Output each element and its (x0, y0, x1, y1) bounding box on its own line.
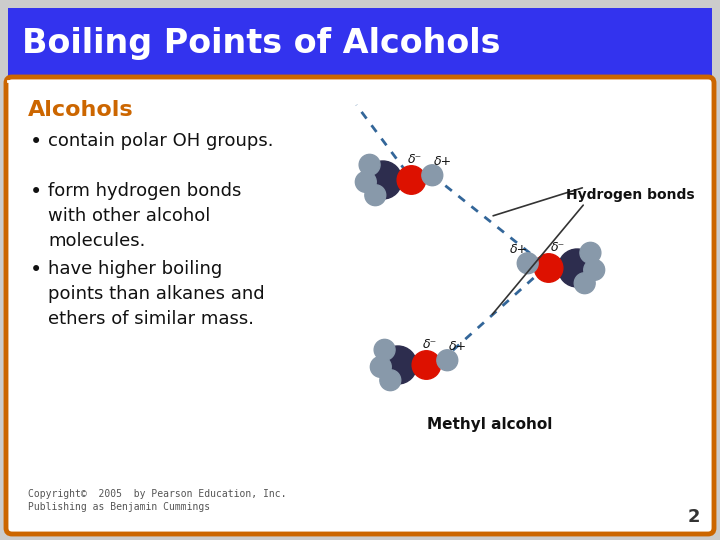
Text: δ⁻: δ⁻ (551, 241, 565, 254)
Circle shape (534, 254, 563, 282)
Text: 2: 2 (688, 508, 700, 526)
Circle shape (380, 370, 401, 390)
Text: δ⁻: δ⁻ (423, 338, 436, 351)
Text: δ+: δ+ (449, 340, 467, 353)
Circle shape (374, 339, 395, 360)
Text: •: • (30, 132, 42, 152)
Text: have higher boiling
points than alkanes and
ethers of similar mass.: have higher boiling points than alkanes … (48, 260, 265, 328)
Text: Boiling Points of Alcohols: Boiling Points of Alcohols (22, 28, 500, 60)
Text: contain polar OH groups.: contain polar OH groups. (48, 132, 274, 150)
FancyBboxPatch shape (6, 77, 714, 534)
Text: •: • (30, 182, 42, 202)
Circle shape (584, 259, 605, 280)
Circle shape (437, 350, 458, 370)
Circle shape (575, 273, 595, 294)
Circle shape (422, 165, 443, 186)
Text: Alcohols: Alcohols (28, 100, 134, 120)
Text: •: • (30, 260, 42, 280)
Circle shape (364, 161, 402, 199)
Text: Copyright©  2005  by Pearson Education, Inc.
Publishing as Benjamin Cummings: Copyright© 2005 by Pearson Education, In… (28, 489, 287, 512)
Circle shape (580, 242, 601, 263)
Text: form hydrogen bonds
with other alcohol
molecules.: form hydrogen bonds with other alcohol m… (48, 182, 241, 250)
Text: δ+: δ+ (434, 156, 452, 168)
Circle shape (397, 166, 426, 194)
Text: Methyl alcohol: Methyl alcohol (427, 417, 553, 433)
Text: δ+: δ+ (510, 243, 528, 256)
Circle shape (517, 253, 538, 274)
Text: δ⁻: δ⁻ (408, 153, 422, 166)
Circle shape (370, 356, 391, 377)
Circle shape (379, 346, 417, 384)
Circle shape (356, 172, 377, 192)
Circle shape (558, 249, 596, 287)
Text: Hydrogen bonds: Hydrogen bonds (567, 188, 695, 202)
Circle shape (365, 185, 386, 206)
Circle shape (359, 154, 380, 176)
Bar (8, 8, 712, 80)
Circle shape (412, 351, 441, 379)
